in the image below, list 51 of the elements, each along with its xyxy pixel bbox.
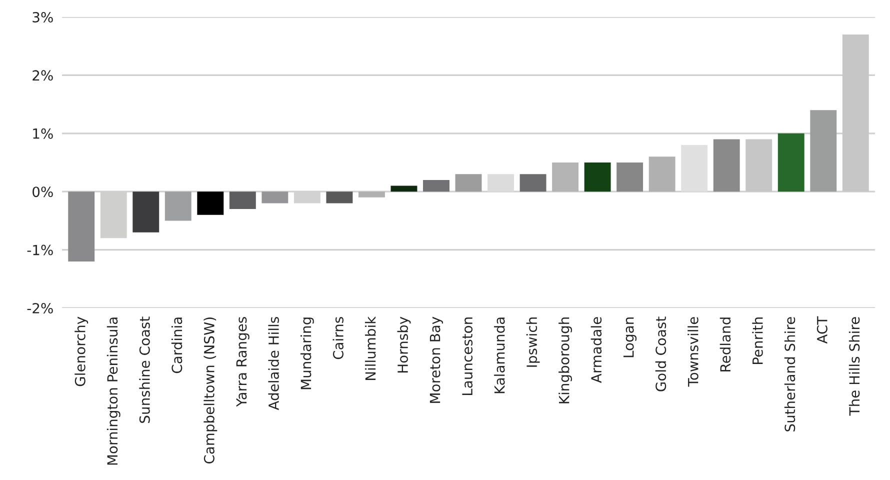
x-tick-label: Ipswich	[526, 318, 540, 367]
bar	[132, 192, 160, 232]
y-tick-label: -1%	[27, 244, 53, 256]
x-tick-label: Sutherland Shire	[784, 317, 796, 432]
y-tick-label: -2%	[27, 302, 53, 314]
y-tick-label: 0%	[32, 186, 53, 198]
bar	[229, 192, 256, 210]
x-tick-label: Hornsby	[397, 316, 411, 372]
y-tick-label: 2%	[32, 70, 53, 81]
bar	[552, 162, 579, 192]
bar	[423, 180, 450, 192]
bar	[810, 110, 837, 192]
x-tick-label: Launceston	[462, 318, 473, 395]
x-tick-label: Redland	[720, 318, 731, 372]
x-tick-label: Kalamunda	[494, 318, 505, 394]
x-tick-label: Mundaring	[300, 318, 314, 390]
x-tick-label: Gold Coast	[655, 316, 666, 392]
x-tick-label: Mornington Peninsula	[106, 318, 120, 465]
x-tick-label: Nillumbik	[364, 316, 376, 380]
bar	[713, 139, 740, 192]
bar	[164, 192, 192, 221]
x-tick-label: Penrith	[752, 318, 763, 364]
x-tick-label: Sunshine Coast	[139, 316, 150, 423]
x-tick-label: Cardinia	[171, 318, 182, 374]
bar	[681, 145, 708, 192]
bar	[778, 133, 804, 192]
bar	[197, 192, 224, 215]
x-tick-label: Armadale	[590, 317, 602, 383]
x-tick-label: Adelaide Hills	[268, 317, 279, 410]
bar	[616, 162, 644, 192]
bar	[455, 174, 482, 192]
bar	[520, 174, 546, 192]
bar	[390, 186, 418, 192]
y-tick-label: 3%	[32, 12, 53, 22]
y-tick-label: 1%	[33, 128, 53, 139]
bar	[584, 162, 611, 192]
x-tick-label: ACT	[816, 316, 828, 344]
x-tick-label: Cairns	[332, 317, 344, 360]
x-tick-label: Townsville	[688, 317, 698, 387]
bar	[68, 192, 95, 262]
bar	[262, 192, 288, 204]
x-tick-label: Campbelltown (NSW)	[204, 318, 218, 464]
x-tick-label: Glenorchy	[74, 316, 88, 386]
x-tick-label: Logan	[624, 318, 637, 358]
x-tick-label: The Hills Shire	[848, 317, 860, 416]
x-tick-label: Yarra Ranges	[236, 317, 250, 407]
bar	[326, 192, 353, 204]
x-tick-label: Moreton Bay	[430, 316, 443, 403]
bar	[648, 156, 676, 192]
x-tick-label: Kingborough	[558, 318, 572, 404]
bar	[358, 192, 385, 198]
